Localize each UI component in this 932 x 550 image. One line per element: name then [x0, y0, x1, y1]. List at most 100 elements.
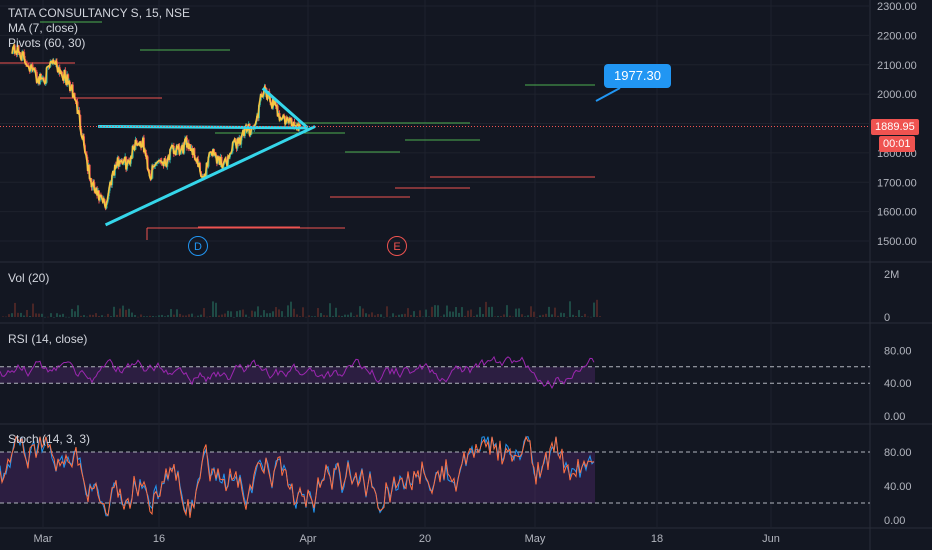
- volume-bar: [29, 316, 31, 317]
- volume-bar: [44, 316, 46, 318]
- volume-bar: [80, 315, 82, 317]
- volume-bar: [344, 314, 346, 317]
- volume-bar: [269, 313, 271, 317]
- volume-bar: [320, 313, 322, 317]
- volume-bar: [383, 316, 385, 318]
- volume-bar: [428, 316, 430, 317]
- x-tick-label: May: [525, 533, 546, 545]
- volume-bar: [293, 308, 295, 317]
- volume-bar: [62, 313, 64, 317]
- volume-bar: [35, 313, 37, 317]
- volume-bar: [287, 305, 289, 317]
- volume-bar: [275, 307, 277, 317]
- stoch-panel-title: Stoch (14, 3, 3): [8, 432, 91, 446]
- volume-bar: [524, 316, 526, 317]
- volume-bar: [347, 314, 349, 317]
- volume-bar: [68, 316, 70, 318]
- rsi-panel-title: RSI (14, close): [8, 332, 88, 346]
- volume-bar: [281, 311, 283, 317]
- volume-bar: [551, 314, 553, 317]
- volume-bar: [200, 314, 202, 317]
- volume-bar: [440, 316, 442, 317]
- pivots-legend: Pivots (60, 30): [8, 36, 86, 50]
- volume-bar: [41, 313, 43, 317]
- volume-bar: [83, 315, 85, 317]
- volume-bar: [386, 306, 388, 317]
- volume-bar: [569, 301, 571, 317]
- volume-bar: [368, 314, 370, 317]
- y-tick-label: 1700.00: [877, 177, 917, 189]
- volume-bar: [296, 314, 298, 317]
- volume-bar: [587, 316, 589, 318]
- volume-bar: [53, 316, 55, 318]
- volume-bar: [56, 313, 58, 317]
- volume-bar: [374, 315, 376, 317]
- volume-bar: [476, 314, 478, 317]
- volume-bar: [179, 313, 181, 317]
- volume-bar: [431, 306, 433, 317]
- earnings-marker-e[interactable]: E: [387, 236, 407, 256]
- volume-tick-label: 0: [884, 312, 890, 324]
- volume-bar: [59, 314, 61, 317]
- volume-bar: [161, 314, 163, 317]
- volume-bar: [125, 309, 127, 317]
- volume-bar: [461, 307, 463, 317]
- stoch-signal-line: [0, 435, 595, 518]
- volume-bar: [227, 310, 229, 317]
- volume-bar: [17, 312, 19, 317]
- volume-bar: [377, 313, 379, 317]
- volume-bar: [491, 306, 493, 317]
- volume-bar: [257, 306, 259, 317]
- volume-bar: [341, 315, 343, 317]
- dividend-marker-d[interactable]: D: [188, 236, 208, 256]
- volume-bar: [155, 316, 157, 318]
- volume-bar: [14, 302, 16, 317]
- volume-bar: [47, 316, 49, 318]
- volume-bar: [566, 316, 568, 318]
- ma-legend: MA (7, close): [8, 21, 79, 35]
- volume-bar: [365, 313, 367, 317]
- volume-bar: [95, 313, 97, 317]
- volume-panel-title: Vol (20): [8, 271, 50, 285]
- stoch-tick-label: 40.00: [884, 481, 912, 493]
- volume-bar: [542, 314, 544, 317]
- x-tick-label: Mar: [34, 533, 53, 545]
- countdown-tag: 00:01: [879, 136, 915, 152]
- volume-bar: [263, 310, 265, 317]
- volume-bar: [86, 316, 88, 318]
- volume-bar: [590, 316, 592, 318]
- volume-bar: [170, 309, 172, 317]
- volume-tick-label: 2M: [884, 269, 899, 281]
- volume-bar: [530, 306, 532, 317]
- volume-bar: [557, 315, 559, 317]
- volume-bar: [164, 316, 166, 317]
- volume-bar: [380, 314, 382, 317]
- volume-bar: [119, 308, 121, 317]
- volume-bar: [254, 311, 256, 317]
- volume-bar: [149, 315, 151, 317]
- volume-bar: [194, 316, 196, 318]
- y-tick-label: 2100.00: [877, 60, 917, 72]
- volume-bar: [593, 302, 595, 317]
- volume-bar: [422, 316, 424, 318]
- volume-bar: [224, 313, 226, 317]
- volume-bar: [521, 314, 523, 317]
- volume-bar: [326, 315, 328, 317]
- volume-bar: [596, 299, 598, 317]
- volume-bar: [356, 314, 358, 317]
- volume-bar: [425, 309, 427, 317]
- volume-bar: [578, 310, 580, 317]
- volume-bar: [401, 314, 403, 317]
- price-callout[interactable]: 1977.30: [604, 64, 671, 88]
- volume-bar: [314, 316, 316, 317]
- symbol-legend[interactable]: TATA CONSULTANCY S, 15, NSE MA (7, close…: [8, 6, 190, 51]
- volume-bar: [32, 303, 34, 317]
- volume-bar: [245, 314, 247, 317]
- volume-bar: [488, 307, 490, 317]
- volume-bar: [533, 311, 535, 317]
- volume-bar: [98, 315, 100, 317]
- volume-bar: [416, 316, 418, 317]
- volume-bar: [584, 313, 586, 317]
- volume-bar: [23, 315, 25, 317]
